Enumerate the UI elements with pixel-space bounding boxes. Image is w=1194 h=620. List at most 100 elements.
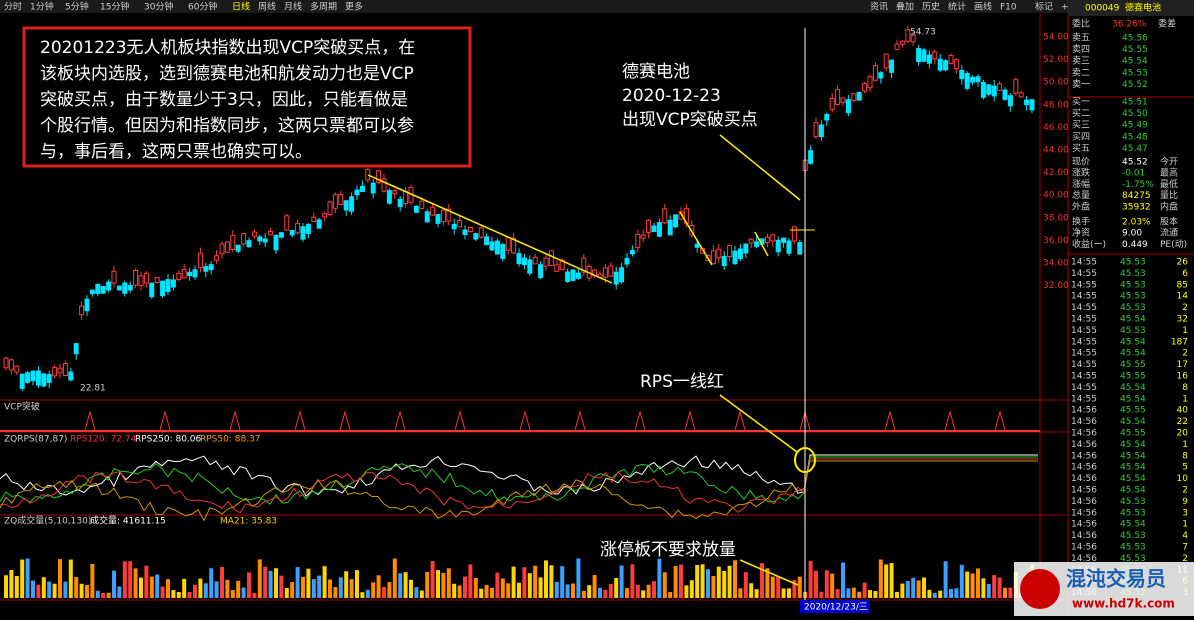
volume-bar bbox=[484, 585, 489, 598]
toolbar-button[interactable]: F10 bbox=[1000, 3, 1017, 13]
toolbar-tab[interactable]: 更多 bbox=[345, 1, 363, 13]
rps-value: RPS250: 80.06 bbox=[135, 435, 202, 445]
book-label: 买二 bbox=[1072, 108, 1090, 119]
volume-bar bbox=[236, 580, 241, 598]
candle-body bbox=[332, 194, 338, 209]
volume-bar bbox=[274, 568, 278, 598]
toolbar-tab[interactable]: 多周期 bbox=[310, 1, 337, 13]
volume-bar bbox=[679, 564, 683, 598]
tick-volume: 187 bbox=[1171, 337, 1188, 347]
candle-body bbox=[214, 255, 220, 261]
book-price: 45.50 bbox=[1122, 109, 1148, 119]
candle-body bbox=[457, 219, 463, 228]
toolbar-button[interactable]: 标记 bbox=[1035, 1, 1053, 13]
toolbar-button[interactable]: 叠加 bbox=[896, 2, 914, 13]
note-box bbox=[22, 26, 472, 168]
watermark-title: 混沌交易员 bbox=[1066, 567, 1166, 591]
toolbar-button[interactable]: 画线 bbox=[974, 1, 992, 13]
candle-body bbox=[926, 54, 932, 64]
candle-body bbox=[678, 211, 684, 220]
volume-bar bbox=[149, 576, 154, 598]
tick-price: 45.53 bbox=[1120, 508, 1146, 518]
price-axis-label: 54.00 bbox=[1043, 33, 1069, 43]
toolbar-button[interactable]: 历史 bbox=[922, 1, 940, 13]
volume-bar bbox=[122, 561, 127, 598]
volume-bar bbox=[106, 592, 111, 598]
volume-bar bbox=[932, 592, 937, 598]
candle-body bbox=[943, 60, 949, 71]
candle-body bbox=[543, 257, 549, 267]
candle-body bbox=[230, 234, 236, 251]
tick-price: 45.54 bbox=[1120, 383, 1146, 393]
volume-bar bbox=[371, 582, 376, 598]
volume-bar bbox=[209, 568, 214, 598]
tick-time: 14:56 bbox=[1071, 497, 1097, 507]
price-axis-label: 50.00 bbox=[1043, 78, 1069, 88]
toolbar-tab[interactable]: 1分钟 bbox=[30, 1, 54, 13]
volume-bar bbox=[889, 563, 894, 598]
toolbar-tab[interactable]: 15分钟 bbox=[100, 1, 129, 13]
candle-body bbox=[932, 51, 938, 60]
tick-price: 45.53 bbox=[1120, 497, 1146, 507]
candle-body bbox=[867, 76, 873, 89]
candle-body bbox=[343, 200, 349, 211]
toolbar-tab[interactable]: 日线 bbox=[232, 1, 250, 13]
tick-time: 14:56 bbox=[1071, 406, 1097, 416]
candle-body bbox=[673, 214, 679, 228]
candle-body bbox=[370, 182, 376, 194]
toolbar-tab[interactable]: 分时 bbox=[4, 1, 22, 13]
volume-bar bbox=[711, 576, 716, 598]
candle-body bbox=[710, 250, 716, 265]
candle-body bbox=[619, 267, 625, 283]
candle-body bbox=[521, 257, 527, 266]
candle-body bbox=[662, 208, 668, 224]
toolbar-tab[interactable]: 周线 bbox=[258, 1, 276, 13]
volume-bar bbox=[20, 559, 25, 598]
volume-value: 成交量: 41611.15 bbox=[90, 515, 166, 527]
tick-time: 14:55 bbox=[1071, 326, 1097, 336]
candle-body bbox=[835, 89, 841, 105]
book-price: 45.53 bbox=[1122, 68, 1148, 78]
high-label: 54.73 bbox=[910, 28, 936, 38]
trend-line bbox=[367, 174, 613, 284]
tick-time: 14:55 bbox=[1071, 337, 1097, 347]
toolbar-tab[interactable]: 30分钟 bbox=[144, 1, 173, 13]
tick-price: 45.53 bbox=[1120, 326, 1146, 336]
candle-body bbox=[262, 238, 268, 243]
annotation-text: 德赛电池 bbox=[622, 61, 690, 82]
price-axis-label: 32.00 bbox=[1043, 281, 1069, 291]
tick-time: 14:56 bbox=[1071, 440, 1097, 450]
volume-bar bbox=[398, 573, 403, 598]
volume-bar bbox=[754, 589, 759, 598]
tick-time: 14:55 bbox=[1071, 315, 1097, 325]
book-price: 45.55 bbox=[1122, 45, 1148, 55]
candle-body bbox=[781, 237, 787, 243]
volume-bar bbox=[619, 565, 624, 598]
candle-body bbox=[1029, 99, 1035, 111]
candle-body bbox=[570, 269, 576, 281]
volume-bar bbox=[230, 589, 235, 598]
candle-body bbox=[937, 58, 943, 71]
candle-body bbox=[878, 72, 884, 79]
volume-bar bbox=[257, 559, 262, 598]
book-label: 买三 bbox=[1072, 120, 1090, 131]
volume-bar bbox=[441, 572, 446, 598]
toolbar-tab[interactable]: 60分钟 bbox=[188, 1, 217, 13]
volume-bar bbox=[500, 578, 505, 598]
toolbar-button[interactable]: 资讯 bbox=[870, 2, 888, 13]
pointer bbox=[719, 134, 801, 201]
toolbar-button[interactable]: 统计 bbox=[948, 1, 966, 13]
volume-bar bbox=[41, 577, 46, 598]
candle-body bbox=[57, 367, 63, 374]
stat-label: 最低 bbox=[1160, 178, 1178, 190]
tick-price: 45.55 bbox=[1120, 429, 1146, 439]
tick-time: 14:56 bbox=[1071, 543, 1097, 553]
candle-body bbox=[349, 196, 355, 212]
toolbar-tab[interactable]: 5分钟 bbox=[65, 1, 89, 13]
volume-bar bbox=[376, 575, 381, 598]
tick-price: 45.54 bbox=[1120, 337, 1146, 347]
stat-label: 换手 bbox=[1072, 216, 1090, 228]
stat-value: -0.01 bbox=[1122, 169, 1145, 179]
toolbar-tab[interactable]: 月线 bbox=[284, 1, 302, 13]
candle-body bbox=[187, 271, 193, 277]
